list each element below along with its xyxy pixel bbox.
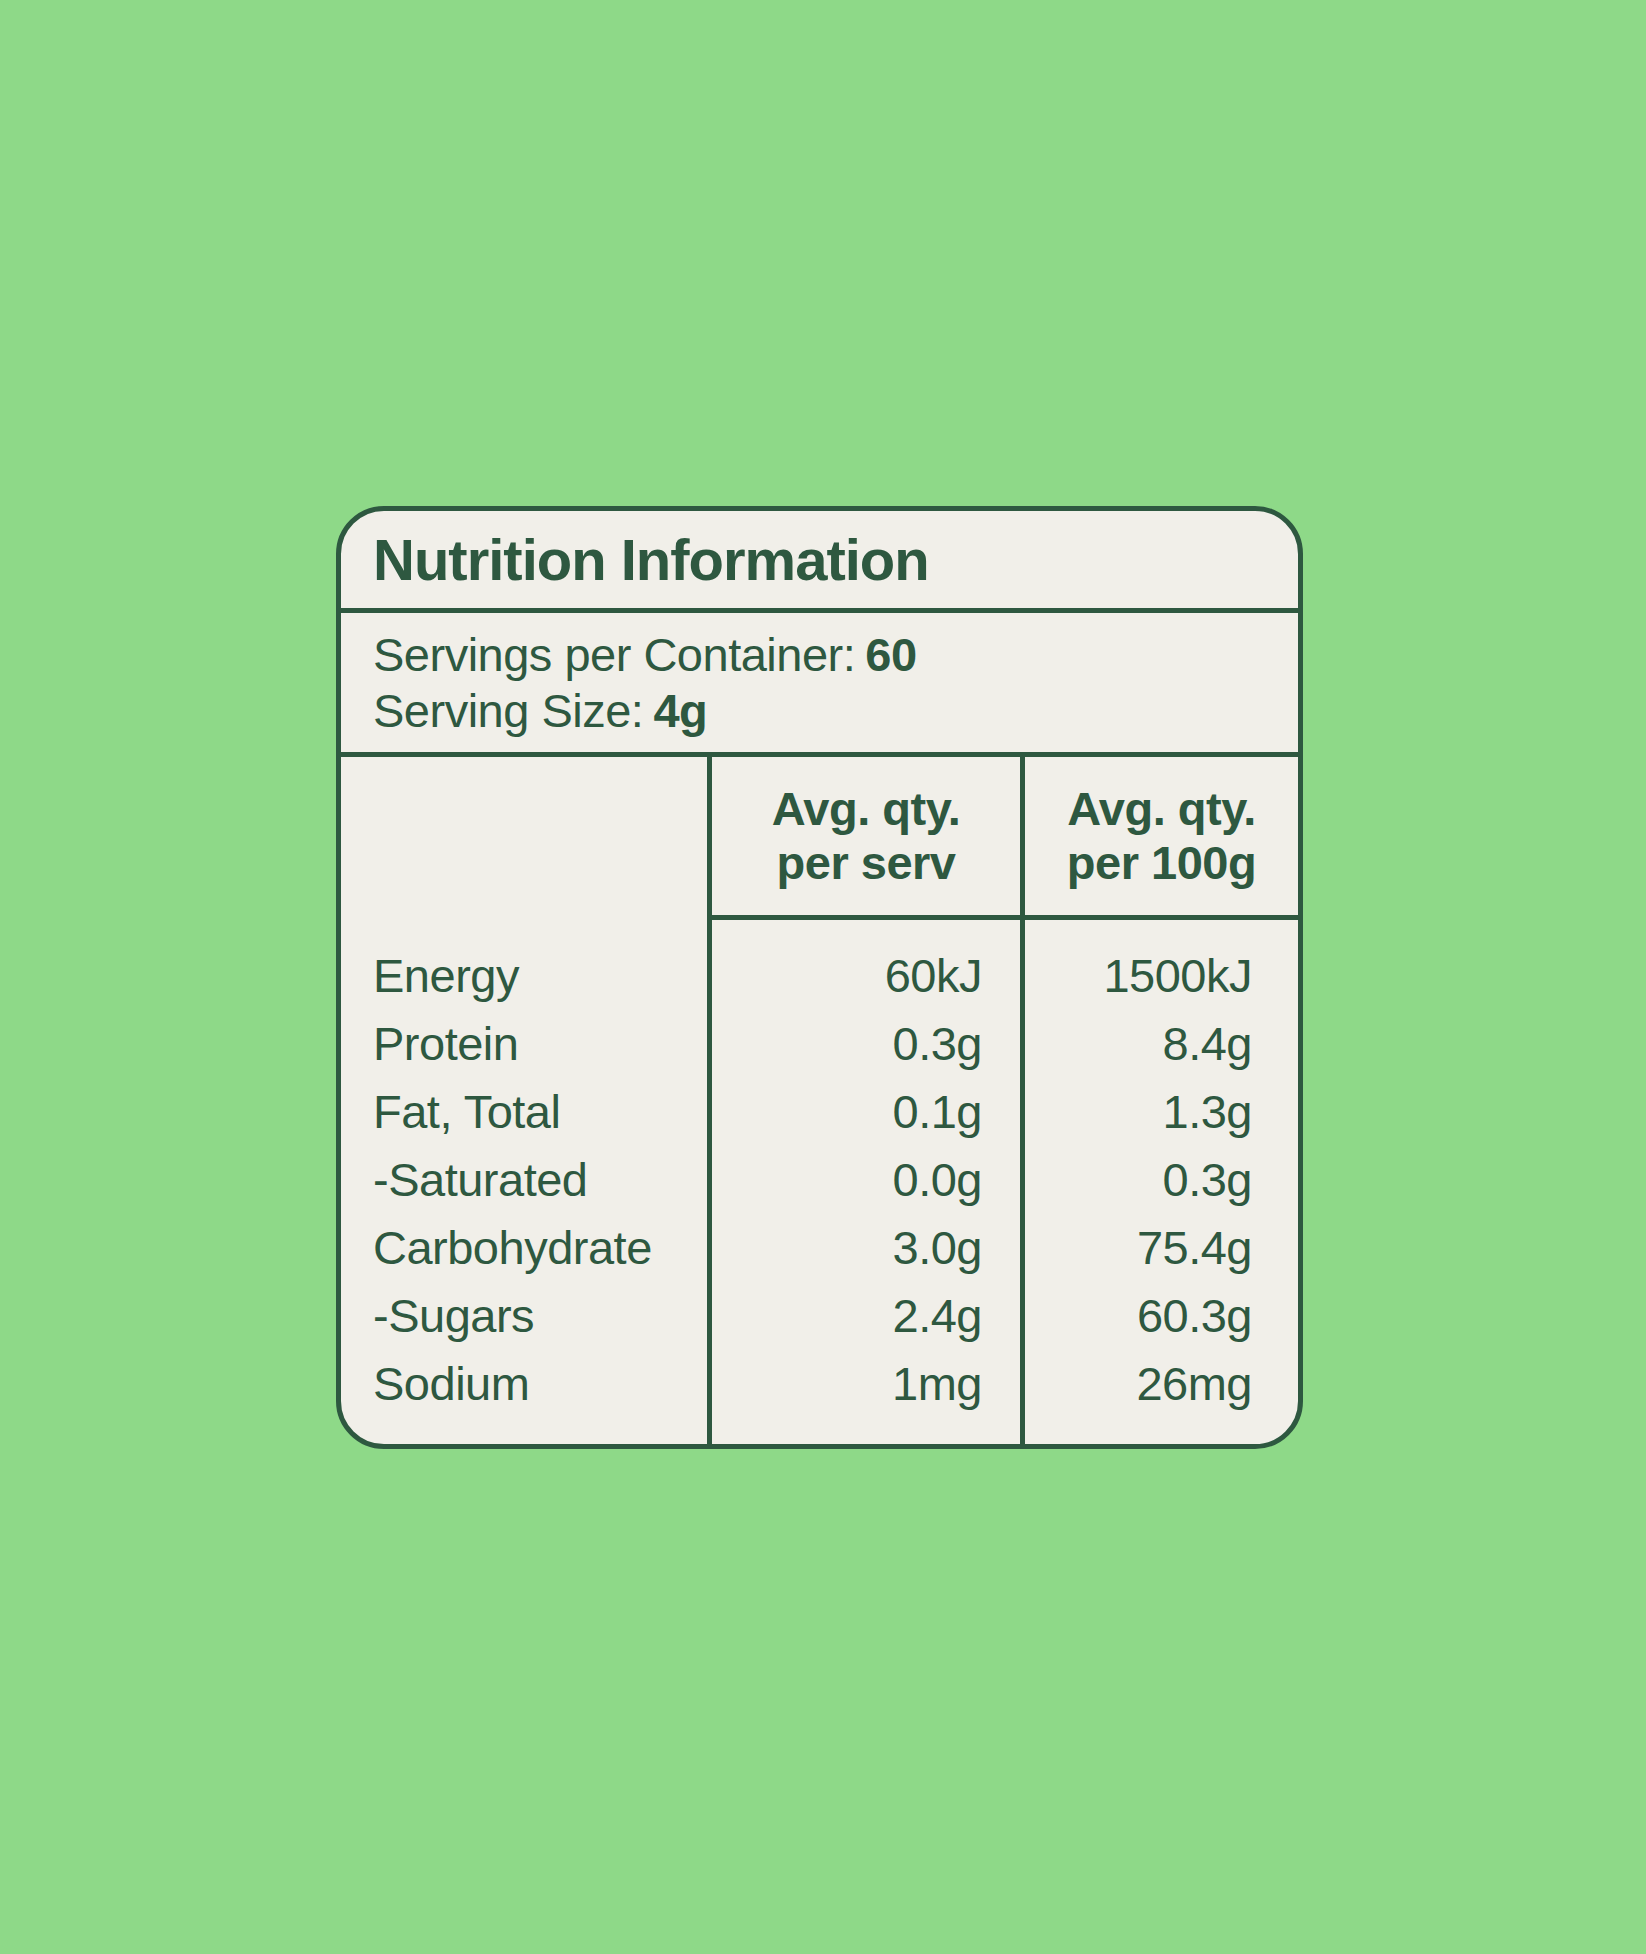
nutrient-column-header-empty <box>341 757 707 920</box>
per-serv-value: 3.0g <box>712 1213 1020 1281</box>
serving-size-value: 4g <box>653 684 707 737</box>
nutrient-label: Fat, Total <box>341 1077 707 1145</box>
nutrition-label-card: Nutrition Information Servings per Conta… <box>336 506 1303 1449</box>
column-spacer <box>341 920 707 941</box>
nutrient-name-column: Energy Protein Fat, Total -Saturated Car… <box>341 757 707 1444</box>
per-100g-value: 8.4g <box>1025 1009 1298 1077</box>
nutrient-label: -Saturated <box>341 1145 707 1213</box>
per-100g-header-line1: Avg. qty. <box>1067 782 1256 836</box>
nutrition-table: Energy Protein Fat, Total -Saturated Car… <box>341 757 1298 1444</box>
serving-size-label: Serving Size: <box>373 684 643 737</box>
nutrient-label: Carbohydrate <box>341 1213 707 1281</box>
per-serv-header-line1: Avg. qty. <box>772 782 961 836</box>
serving-info-section: Servings per Container:60 Serving Size:4… <box>341 613 1298 757</box>
per-100g-value: 0.3g <box>1025 1145 1298 1213</box>
servings-per-container-line: Servings per Container:60 <box>373 627 1298 683</box>
servings-per-container-label: Servings per Container: <box>373 628 855 681</box>
per-100g-value: 26mg <box>1025 1349 1298 1417</box>
per-serv-column-header: Avg. qty. per serv <box>712 757 1020 920</box>
page-background: { "colors": { "background": "#8ED988", "… <box>0 0 1646 1954</box>
per-100g-column: Avg. qty. per 100g 1500kJ 8.4g 1.3g 0.3g… <box>1020 757 1298 1444</box>
title-section: Nutrition Information <box>341 511 1298 613</box>
page-title: Nutrition Information <box>373 526 929 593</box>
nutrient-label: -Sugars <box>341 1281 707 1349</box>
per-serv-value: 60kJ <box>712 941 1020 1009</box>
column-spacer <box>712 920 1020 941</box>
per-serv-value: 0.1g <box>712 1077 1020 1145</box>
per-serv-value: 0.0g <box>712 1145 1020 1213</box>
per-serv-value: 0.3g <box>712 1009 1020 1077</box>
per-100g-column-header: Avg. qty. per 100g <box>1025 757 1298 920</box>
nutrient-label: Sodium <box>341 1349 707 1417</box>
per-serv-column: Avg. qty. per serv 60kJ 0.3g 0.1g 0.0g 3… <box>707 757 1020 1444</box>
nutrient-label: Energy <box>341 941 707 1009</box>
nutrient-label: Protein <box>341 1009 707 1077</box>
servings-per-container-value: 60 <box>865 628 916 681</box>
per-100g-value: 60.3g <box>1025 1281 1298 1349</box>
per-100g-value: 1.3g <box>1025 1077 1298 1145</box>
per-100g-value: 1500kJ <box>1025 941 1298 1009</box>
per-serv-value: 1mg <box>712 1349 1020 1417</box>
serving-size-line: Serving Size:4g <box>373 683 1298 739</box>
per-serv-header-line2: per serv <box>777 836 956 890</box>
column-spacer <box>1025 920 1298 941</box>
per-100g-value: 75.4g <box>1025 1213 1298 1281</box>
per-100g-header-line2: per 100g <box>1067 836 1256 890</box>
per-serv-value: 2.4g <box>712 1281 1020 1349</box>
